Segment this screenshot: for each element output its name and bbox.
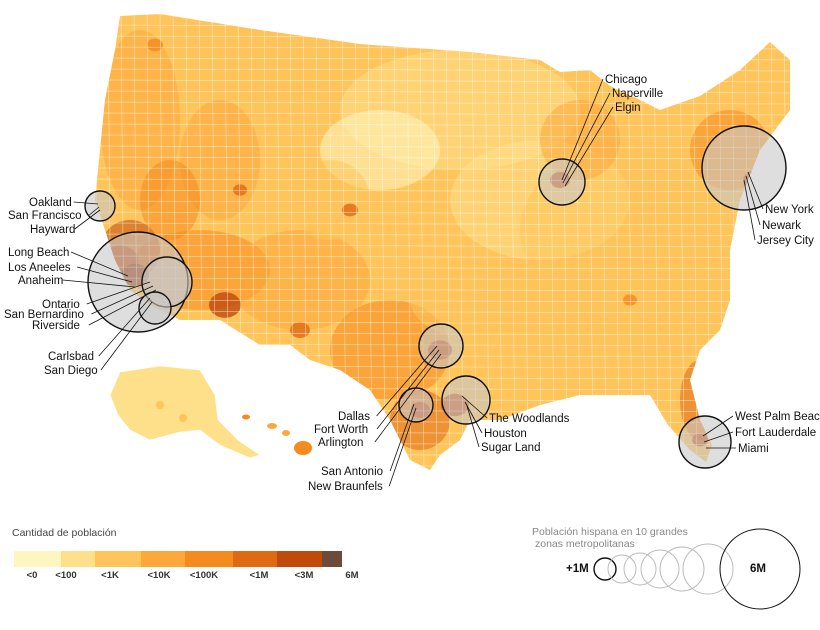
city-label: New Braunfels (308, 481, 383, 493)
city-label: Sugar Land (481, 442, 540, 454)
legend-tick: <100K (189, 570, 219, 581)
metro-circle-new-york (701, 125, 787, 211)
metro-circle-chicago (538, 158, 586, 206)
bubble-legend-max-label: 6M (750, 563, 766, 575)
city-label: Ontario (42, 299, 80, 311)
legend-tick: 6M (345, 570, 359, 581)
city-label: West Palm Beach (735, 411, 820, 423)
city-label: Fort Lauderdale (735, 427, 816, 439)
legend-tick: <1M (249, 570, 269, 581)
leader-line (86, 281, 151, 305)
leader-line (745, 175, 761, 226)
leader-line (376, 349, 440, 430)
leader-line (702, 415, 734, 437)
bubble-legend-circle (682, 543, 734, 595)
city-label: Arlington (318, 437, 363, 449)
city-label: Dallas (338, 411, 370, 423)
leader-line (703, 431, 734, 443)
city-label: Riverside (32, 320, 80, 332)
legend-swatch (322, 551, 342, 567)
leader-line (388, 407, 417, 487)
bubble-legend-title: Población hispana en 10 grandes zonas me… (532, 526, 712, 550)
city-label: Elgin (615, 102, 641, 114)
city-label: Carlsbad (48, 351, 94, 363)
leader-line (74, 209, 101, 230)
leader-line (374, 353, 442, 443)
city-label: San Antonio (321, 466, 383, 478)
bubble-legend-circle (640, 549, 680, 589)
leader-line (70, 251, 129, 277)
bubble-legend-title-line1: Población hispana en 10 grandes (532, 526, 688, 538)
bubble-legend-title-line2: zonas metropolitanas (535, 538, 635, 550)
legend-tick: <100 (55, 570, 77, 581)
city-label: New York (765, 204, 814, 216)
legend-swatch (277, 551, 322, 567)
leader-line (389, 403, 415, 472)
alaska-shape (109, 365, 261, 459)
leader-line (62, 279, 136, 288)
legend-swatch (61, 551, 95, 567)
city-label: Oakland (29, 197, 72, 209)
legend-ticks: <0 <100 <1K <10K <100K <1M <3M 6M (14, 570, 359, 584)
bubble-size-legend: +1M 6M (566, 528, 801, 610)
city-label: Houston (484, 428, 527, 440)
leader-line (461, 395, 488, 419)
bubble-legend-circle (659, 546, 705, 592)
metro-circle-dallas (418, 323, 464, 369)
bubble-legend-circle (593, 557, 617, 581)
city-label: Fort Worth (314, 424, 368, 436)
leader-line (747, 171, 764, 210)
leader-line (561, 78, 604, 181)
leader-line (564, 106, 614, 187)
hawaii-shape (242, 414, 312, 455)
bubble-legend-circle (719, 528, 801, 610)
city-label: San Bernardino (4, 309, 84, 321)
city-label: Miami (738, 443, 769, 455)
city-label: Long Beach (8, 247, 69, 259)
city-label: Chicago (605, 74, 647, 86)
leader-line (464, 401, 483, 434)
legend-tick: <0 (26, 570, 38, 581)
leader-line (562, 92, 611, 184)
legend-swatch (14, 551, 61, 567)
leader-line (743, 179, 756, 241)
city-label: Naperville (612, 88, 663, 100)
city-label: Jersey City (757, 235, 814, 247)
legend-swatch (95, 551, 141, 567)
legend-tick: <1K (101, 570, 119, 581)
bubble-legend-min-label: +1M (566, 563, 589, 575)
leader-line (88, 289, 157, 326)
legend-swatch (141, 551, 185, 567)
legend-tick: <10K (147, 570, 171, 581)
leader-line (466, 405, 480, 448)
city-label: San Francisco (8, 210, 82, 222)
bubble-legend-circle (607, 554, 637, 584)
metro-circle-san-antonio (398, 387, 434, 423)
leader-line (91, 285, 154, 315)
city-label: Los Aneeles (8, 262, 71, 274)
leader-line (98, 297, 151, 357)
leader-line (376, 345, 438, 417)
legend-tick: <3M (294, 570, 314, 581)
city-label: San Diego (44, 365, 98, 377)
leader-line (100, 301, 153, 371)
legend-swatch (185, 551, 233, 567)
city-label: The Woodlands (489, 413, 570, 425)
leader-line (76, 266, 133, 283)
legend-title: Cantidad de población (12, 527, 117, 539)
metro-circle-san-diego (138, 291, 172, 325)
city-label: Anaheim (18, 275, 63, 287)
metro-circle-san-francisco (84, 190, 116, 222)
city-label: Newark (762, 220, 801, 232)
population-color-ramp (14, 551, 342, 567)
legend-swatch (233, 551, 277, 567)
leader-line (73, 201, 99, 205)
leader-line (89, 206, 100, 216)
bubble-legend-circle (623, 552, 657, 586)
city-label: Hayward (30, 224, 75, 236)
